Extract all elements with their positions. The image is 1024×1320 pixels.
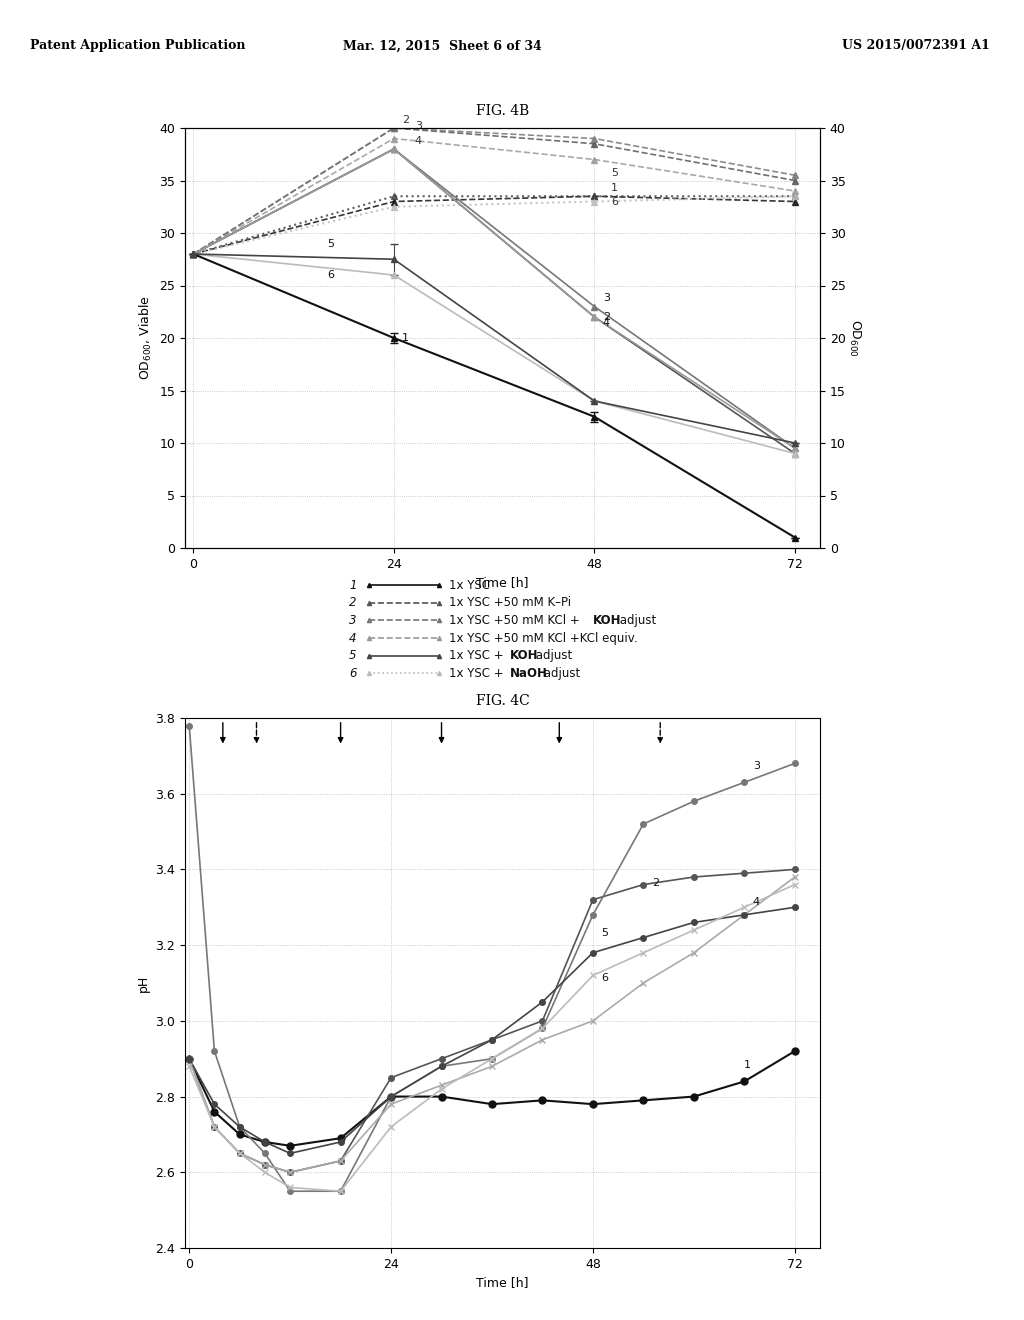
Text: 1x YSC +50 mM KCl +: 1x YSC +50 mM KCl + bbox=[449, 614, 580, 627]
Text: 2: 2 bbox=[349, 597, 356, 610]
Text: 3: 3 bbox=[603, 293, 609, 304]
Text: 4: 4 bbox=[603, 318, 610, 327]
Text: KOH: KOH bbox=[510, 649, 538, 663]
Text: 1: 1 bbox=[349, 578, 356, 591]
Text: 1: 1 bbox=[402, 333, 410, 343]
Y-axis label: OD$_{600}$, Viable: OD$_{600}$, Viable bbox=[138, 296, 154, 380]
Text: adjust: adjust bbox=[616, 614, 656, 627]
Text: 6: 6 bbox=[601, 973, 608, 983]
Text: 3: 3 bbox=[753, 762, 760, 771]
Text: 5: 5 bbox=[611, 169, 618, 178]
Text: 5: 5 bbox=[349, 649, 356, 663]
Text: 3: 3 bbox=[349, 614, 356, 627]
Text: 1x YSC +: 1x YSC + bbox=[449, 667, 503, 680]
Text: 1: 1 bbox=[611, 183, 618, 193]
Text: 6: 6 bbox=[611, 197, 618, 207]
X-axis label: Time [h]: Time [h] bbox=[476, 1276, 528, 1290]
Text: FIG. 4B: FIG. 4B bbox=[476, 104, 529, 117]
Text: 6: 6 bbox=[327, 271, 334, 280]
Text: KOH: KOH bbox=[593, 614, 622, 627]
Text: 1x YSC: 1x YSC bbox=[449, 578, 489, 591]
Text: adjust: adjust bbox=[540, 667, 581, 680]
Text: FIG. 4C: FIG. 4C bbox=[475, 694, 529, 708]
X-axis label: Time [h]: Time [h] bbox=[476, 577, 528, 589]
Text: 6: 6 bbox=[349, 667, 356, 680]
Text: 1x YSC +: 1x YSC + bbox=[449, 649, 503, 663]
Text: Mar. 12, 2015  Sheet 6 of 34: Mar. 12, 2015 Sheet 6 of 34 bbox=[343, 40, 542, 53]
Text: adjust: adjust bbox=[532, 649, 572, 663]
Text: US 2015/0072391 A1: US 2015/0072391 A1 bbox=[842, 40, 990, 53]
Text: 1x YSC +50 mM K–Pi: 1x YSC +50 mM K–Pi bbox=[449, 597, 570, 610]
Text: 2: 2 bbox=[603, 313, 610, 322]
Text: Patent Application Publication: Patent Application Publication bbox=[30, 40, 246, 53]
Text: NaOH: NaOH bbox=[510, 667, 548, 680]
Text: 2: 2 bbox=[402, 115, 410, 125]
Text: 3: 3 bbox=[415, 121, 422, 131]
Text: 4: 4 bbox=[415, 136, 422, 145]
Text: 4: 4 bbox=[349, 631, 356, 644]
Text: 2: 2 bbox=[652, 878, 658, 888]
Text: 1x YSC +50 mM KCl +KCl equiv.: 1x YSC +50 mM KCl +KCl equiv. bbox=[449, 631, 637, 644]
Text: 4: 4 bbox=[753, 898, 760, 907]
Text: 1: 1 bbox=[744, 1060, 752, 1071]
Text: 5: 5 bbox=[327, 239, 334, 248]
Y-axis label: OD$_{600}$: OD$_{600}$ bbox=[847, 319, 862, 356]
Text: 5: 5 bbox=[601, 928, 608, 937]
Y-axis label: pH: pH bbox=[137, 974, 150, 991]
